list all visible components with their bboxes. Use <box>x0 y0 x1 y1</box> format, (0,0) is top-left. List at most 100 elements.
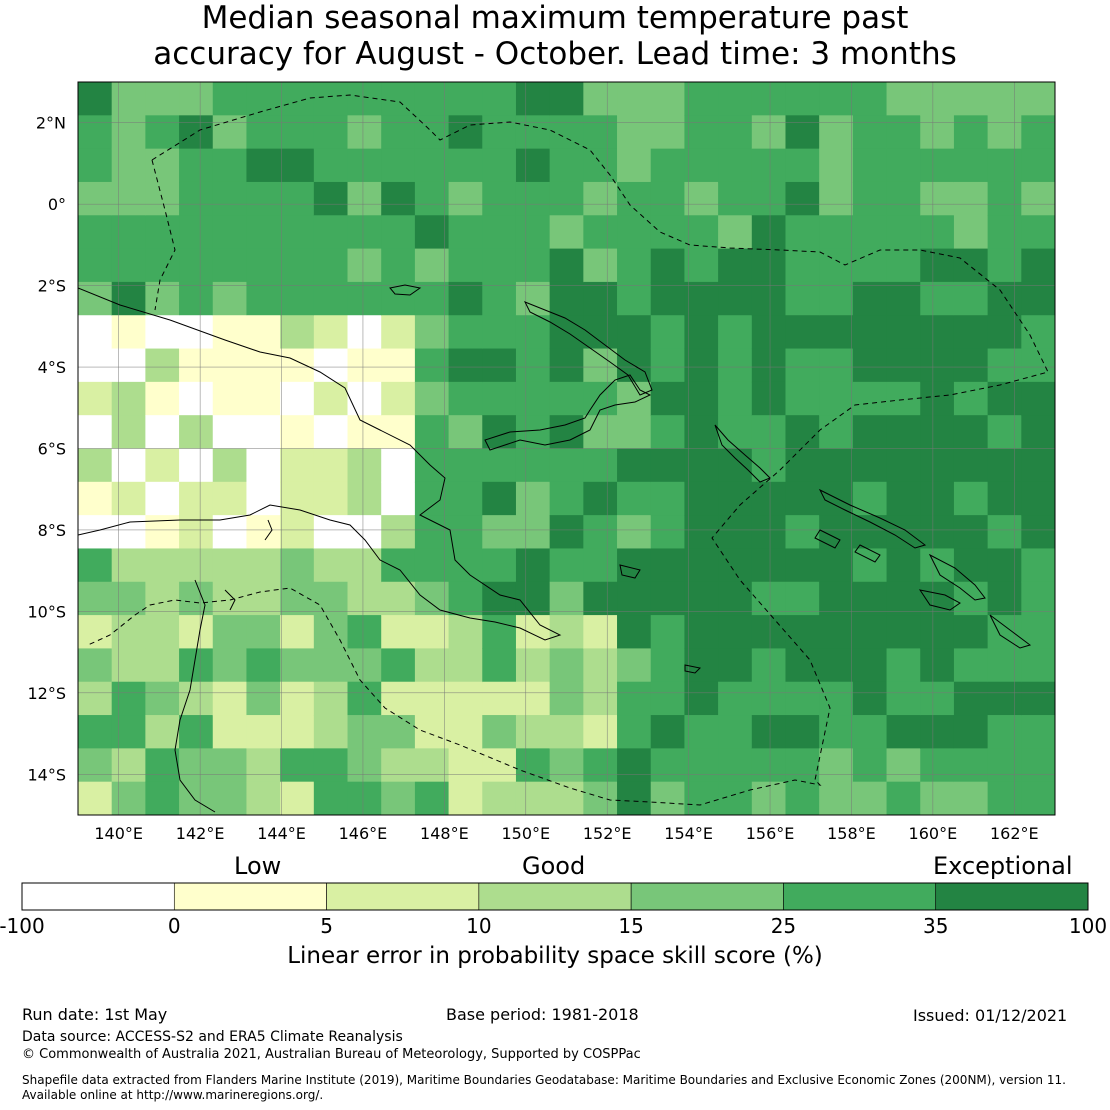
skill-cell <box>718 115 753 150</box>
skill-cell <box>179 148 214 183</box>
skill-cell <box>212 615 248 650</box>
x-tick-label: 154°E <box>664 824 713 843</box>
skill-cell <box>482 515 517 550</box>
skill-cell <box>280 181 315 216</box>
skill-cell <box>78 415 113 450</box>
x-tick-label: 148°E <box>420 824 469 843</box>
skill-cell <box>920 481 955 516</box>
x-tick-label: 140°E <box>94 824 143 843</box>
colorbar-label: Linear error in probability space skill … <box>287 943 823 969</box>
skill-cell <box>987 248 1022 283</box>
skill-cell <box>347 715 382 749</box>
skill-cell <box>751 281 787 316</box>
skill-cell <box>347 515 382 550</box>
skill-cell <box>852 281 888 316</box>
skill-cell <box>414 715 450 749</box>
skill-cell <box>819 215 854 250</box>
skill-cell <box>819 281 854 316</box>
skill-cell <box>212 581 248 616</box>
skill-cell <box>111 515 146 550</box>
skill-cell <box>920 681 955 716</box>
skill-cell <box>920 648 955 683</box>
skill-cell <box>583 115 618 150</box>
skill-cell <box>785 448 820 483</box>
skill-cell <box>145 681 180 716</box>
skill-cell <box>819 448 854 483</box>
skill-cell <box>987 82 1022 116</box>
skill-cell <box>785 315 820 350</box>
skill-cell <box>718 681 753 716</box>
skill-cell <box>482 281 517 316</box>
skill-cell <box>145 648 180 683</box>
copyright: © Commonwealth of Australia 2021, Austra… <box>22 1047 641 1062</box>
skill-cell <box>145 148 180 183</box>
map-title: Median seasonal maximum temperature past… <box>0 0 1110 72</box>
skill-cell <box>78 82 113 116</box>
y-tick-label: 12°S <box>27 684 66 703</box>
skill-cell <box>886 82 921 116</box>
skill-cell <box>313 748 349 783</box>
skill-cell <box>347 281 382 316</box>
skill-cell <box>280 548 315 583</box>
skill-cell <box>78 315 113 350</box>
skill-cell <box>482 681 517 716</box>
skill-cell <box>212 415 248 450</box>
skill-cell <box>617 581 652 616</box>
skill-cell <box>785 115 820 150</box>
skill-cell <box>920 148 955 183</box>
skill-cell <box>785 715 820 749</box>
colorbar-tick-label: 5 <box>320 914 333 938</box>
skill-cell <box>448 248 483 283</box>
map-frame <box>77 81 1056 816</box>
skill-cell <box>987 715 1022 749</box>
shapefile-credit-1: Shapefile data extracted from Flanders M… <box>22 1073 1066 1087</box>
skill-cell <box>414 348 450 383</box>
x-tick-label: 160°E <box>909 824 958 843</box>
skill-cell <box>78 548 113 583</box>
skill-cell <box>549 381 584 416</box>
skill-cell <box>78 248 113 283</box>
skill-cell <box>381 215 416 250</box>
skill-cell <box>179 415 214 450</box>
skill-cell <box>280 448 315 483</box>
skill-cell <box>684 715 719 749</box>
skill-cell <box>650 181 686 216</box>
skill-cell <box>751 581 787 616</box>
skill-cell <box>111 581 146 616</box>
skill-cell <box>886 415 921 450</box>
skill-cell <box>145 715 180 749</box>
skill-cell <box>1021 415 1055 450</box>
x-tick-label: 162°E <box>990 824 1039 843</box>
skill-cell <box>145 748 180 783</box>
skill-cell <box>111 781 146 815</box>
skill-cell <box>313 681 349 716</box>
skill-cell <box>482 315 517 350</box>
skill-cell <box>549 515 584 550</box>
skill-cell <box>852 381 888 416</box>
skill-cell <box>785 781 820 815</box>
skill-cell <box>78 615 113 650</box>
skill-cell <box>515 481 551 516</box>
skill-cell <box>212 281 248 316</box>
skill-cell <box>920 315 955 350</box>
skill-cell <box>78 215 113 250</box>
skill-cell <box>212 681 248 716</box>
skill-cell <box>617 448 652 483</box>
skill-cell <box>751 181 787 216</box>
skill-cell <box>886 448 921 483</box>
skill-cell <box>347 181 382 216</box>
skill-cell <box>886 281 921 316</box>
skill-cell <box>111 215 146 250</box>
skill-cell <box>111 281 146 316</box>
skill-cell <box>852 315 888 350</box>
colorbar-swatch <box>326 882 480 911</box>
skill-cell <box>953 348 989 383</box>
skill-cell <box>987 381 1022 416</box>
skill-cell <box>953 315 989 350</box>
skill-cell <box>920 715 955 749</box>
y-tick-label: 10°S <box>27 602 66 621</box>
skill-cell <box>953 82 989 116</box>
skill-cell <box>1021 715 1055 749</box>
skill-cell <box>886 181 921 216</box>
skill-cell <box>482 548 517 583</box>
